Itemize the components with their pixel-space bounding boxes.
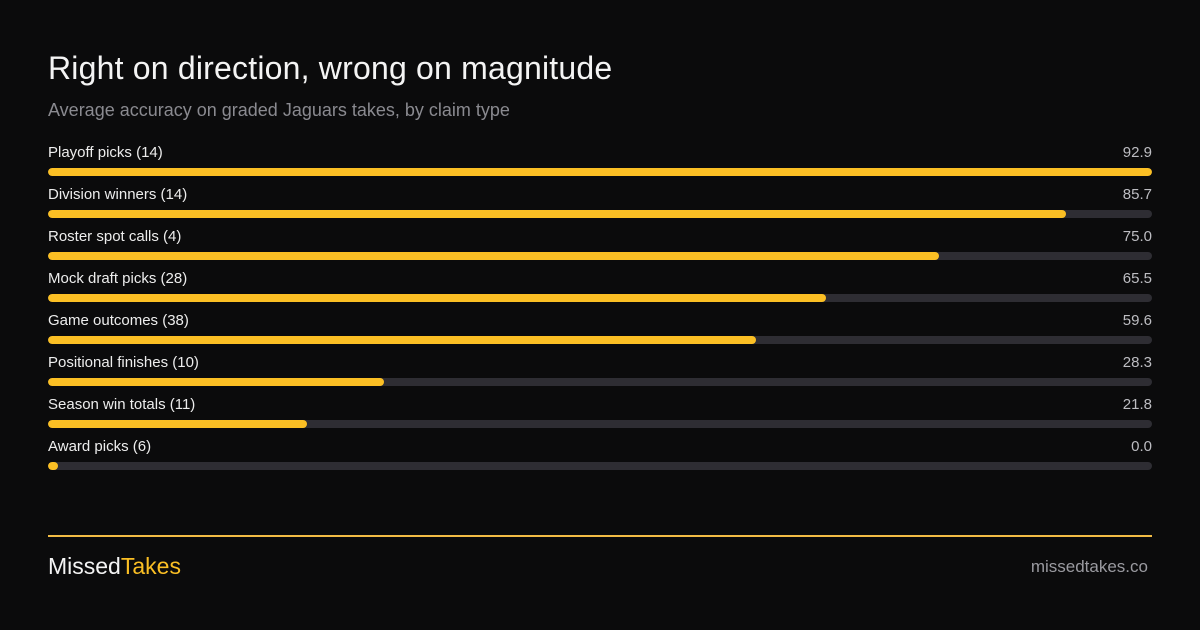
bar-row: Mock draft picks (28) 65.5	[48, 266, 1152, 308]
bar-row: Roster spot calls (4) 75.0	[48, 224, 1152, 266]
brand-logo: MissedTakes	[48, 553, 181, 580]
bar-fill	[48, 378, 385, 386]
bar-value-label: 85.7	[1122, 186, 1152, 203]
bar-row: Division winners (14) 85.7	[48, 182, 1152, 224]
bar-label: Season win totals (11)	[48, 396, 196, 413]
bar-value-label: 0.0	[1131, 438, 1152, 455]
bar-fill	[48, 168, 1152, 176]
brand-name-part1: Missed	[48, 553, 121, 579]
bar-track	[48, 336, 1152, 344]
bar-label: Mock draft picks (28)	[48, 270, 188, 287]
bar-fill	[48, 210, 1067, 218]
bar-label: Roster spot calls (4)	[48, 228, 182, 245]
footer-divider	[48, 535, 1152, 537]
bar-track	[48, 378, 1152, 386]
bar-fill	[48, 420, 308, 428]
bar-value-label: 28.3	[1122, 354, 1152, 371]
bar-row: Playoff picks (14) 92.9	[48, 140, 1152, 182]
bar-track	[48, 420, 1152, 428]
bar-row: Season win totals (11) 21.8	[48, 392, 1152, 434]
bar-track	[48, 210, 1152, 218]
bar-value-label: 21.8	[1122, 396, 1152, 413]
bar-row: Positional finishes (10) 28.3	[48, 350, 1152, 392]
bar-track	[48, 462, 1152, 470]
bar-label: Playoff picks (14)	[48, 144, 163, 161]
brand-name-part2: Takes	[120, 553, 181, 579]
bar-value-label: 75.0	[1122, 228, 1152, 245]
bar-value-label: 65.5	[1122, 270, 1152, 287]
bar-row: Award picks (6) 0.0	[48, 434, 1152, 476]
bar-fill	[48, 336, 757, 344]
chart-subtitle: Average accuracy on graded Jaguars takes…	[48, 100, 510, 120]
bar-label: Game outcomes (38)	[48, 312, 189, 329]
bar-fill	[48, 252, 940, 260]
bar-label: Division winners (14)	[48, 186, 188, 203]
chart-title: Right on direction, wrong on magnitude	[48, 50, 613, 86]
bar-track	[48, 168, 1152, 176]
bar-fill	[48, 294, 827, 302]
bar-label: Positional finishes (10)	[48, 354, 199, 371]
bar-value-label: 59.6	[1122, 312, 1152, 329]
bar-list: Playoff picks (14) 92.9 Division winners (…	[48, 140, 1152, 476]
bar-fill	[48, 462, 58, 470]
site-url: missedtakes.co	[1030, 557, 1148, 576]
bar-row: Game outcomes (38) 59.6	[48, 308, 1152, 350]
bar-value-label: 92.9	[1122, 144, 1152, 161]
bar-track	[48, 252, 1152, 260]
bar-track	[48, 294, 1152, 302]
bar-label: Award picks (6)	[48, 438, 152, 455]
